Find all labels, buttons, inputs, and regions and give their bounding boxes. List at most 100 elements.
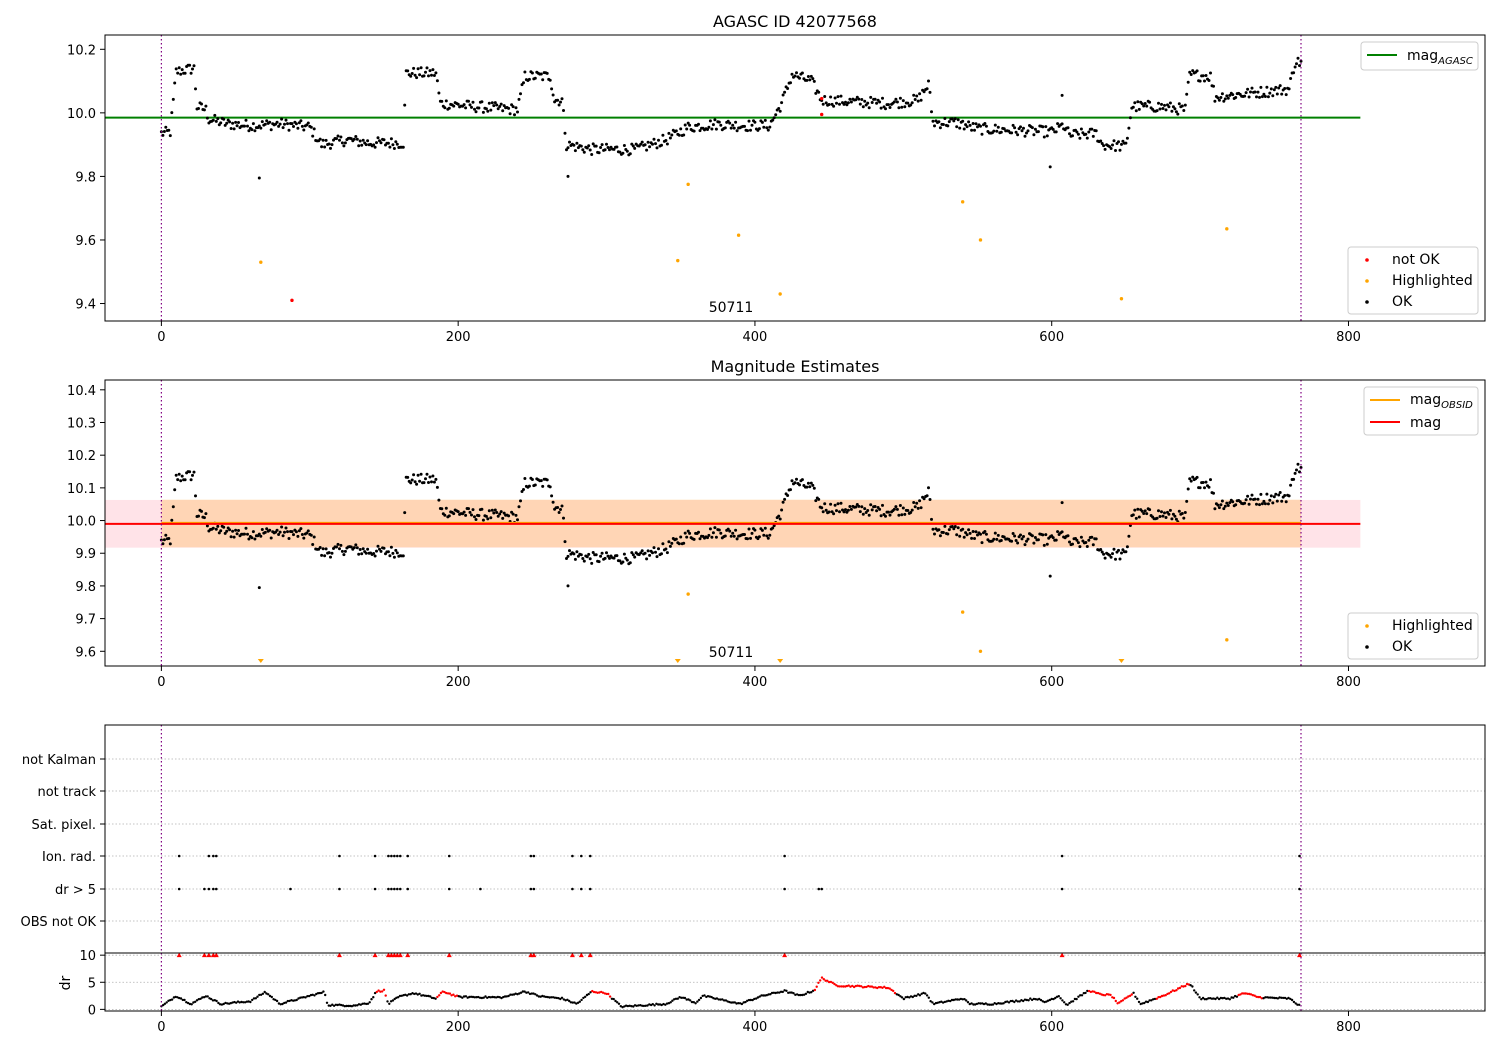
ok-point [657,547,660,551]
ok-point [1255,95,1258,99]
dr-point [673,998,676,1001]
legend-highlighted-marker [1365,279,1369,283]
dr-point [1200,998,1203,1001]
ok-point [1250,493,1254,497]
dr-point [868,985,872,988]
dr-point [1095,991,1098,995]
dr-point [639,1004,642,1007]
ok-point [1136,100,1140,104]
dr-point [988,1003,991,1006]
dr-point [1176,987,1180,990]
ok-point [1223,97,1227,101]
p1-xtick-label-0: 0 [157,330,165,345]
dr-point [514,992,517,995]
dr-point [329,1004,332,1007]
dr-point [482,996,485,999]
dr-point [1209,997,1212,1000]
ok-point [1231,500,1235,504]
dr-point [560,996,564,999]
ok-point [643,551,647,555]
dr-point [961,998,964,1001]
ok-point [979,532,982,536]
dr-point [274,998,277,1002]
ok-point [1020,129,1024,133]
ok-point [1280,92,1284,96]
ok-point [895,507,899,511]
ok-point [913,98,917,101]
dr-ytick-label-2: 10 [79,949,96,964]
dr-point [1079,994,1082,997]
ok-point [231,529,235,533]
ok-point [311,543,315,546]
dr-point [521,990,525,993]
ok-point [956,526,960,530]
ok-point [1026,129,1030,133]
ok-point [760,528,764,532]
legend-agasc-line-label: magAGASC [1407,48,1473,67]
ok-point [717,528,721,532]
dr-point [201,996,204,999]
ok-point [749,536,752,540]
panel-estimates: Magnitude Estimates 0 200 400 600 8009.69.79… [67,357,1486,690]
ok-point [894,97,898,101]
ok-point [922,90,926,94]
ok-point [1298,64,1301,68]
ok-point [768,125,772,129]
ok-point [1289,77,1293,80]
ok-point [763,526,767,530]
dr-point [808,991,811,994]
ok-point [1120,551,1123,555]
ok-point [468,103,472,107]
flag-point [207,887,211,891]
dr-point [1283,996,1287,1000]
dr-point [480,996,484,1000]
ok-point [1231,93,1235,97]
ok-point [527,484,531,488]
flag-point [820,887,824,891]
ok-point [913,505,917,509]
ok-point [1075,538,1079,542]
ok-point [173,488,177,492]
dr-point [1022,999,1025,1003]
dr-point [940,1000,943,1003]
ok-point [898,504,902,507]
dr-point [662,1002,665,1006]
ok-point [628,561,632,565]
dr-capped-marker [569,952,575,958]
dr-point [881,986,884,989]
ok-point [1296,56,1300,60]
highlighted-point [686,182,690,187]
not-ok-point [820,96,824,101]
ok-point [811,483,815,487]
dr-point [706,995,710,998]
ok-point [1220,499,1224,503]
flag-point [387,854,390,858]
dr-point [486,996,489,999]
ok-point [805,78,809,82]
ok-point [320,145,324,149]
flag-point [390,887,393,891]
dr-point [954,998,957,1001]
dr-point [1127,995,1130,998]
dr-point [941,1001,945,1004]
dr-point [382,988,386,991]
dr-point [902,997,906,1001]
dr-point [397,996,400,999]
ok-point [1145,104,1149,108]
ok-point [1228,501,1232,505]
ok-point [305,531,309,535]
ok-point [1134,109,1138,113]
dr-point [630,1005,633,1008]
ok-point [858,102,862,106]
ok-point [983,122,987,125]
dr-point [856,984,859,987]
dr-point [621,1006,624,1009]
dr-point [258,993,261,997]
ok-point [900,513,904,517]
dr-point [984,1002,987,1005]
ok-point [817,497,821,501]
ok-point [622,552,626,556]
ok-point [1125,545,1129,549]
ok-point [771,118,775,122]
ok-point [486,517,490,521]
